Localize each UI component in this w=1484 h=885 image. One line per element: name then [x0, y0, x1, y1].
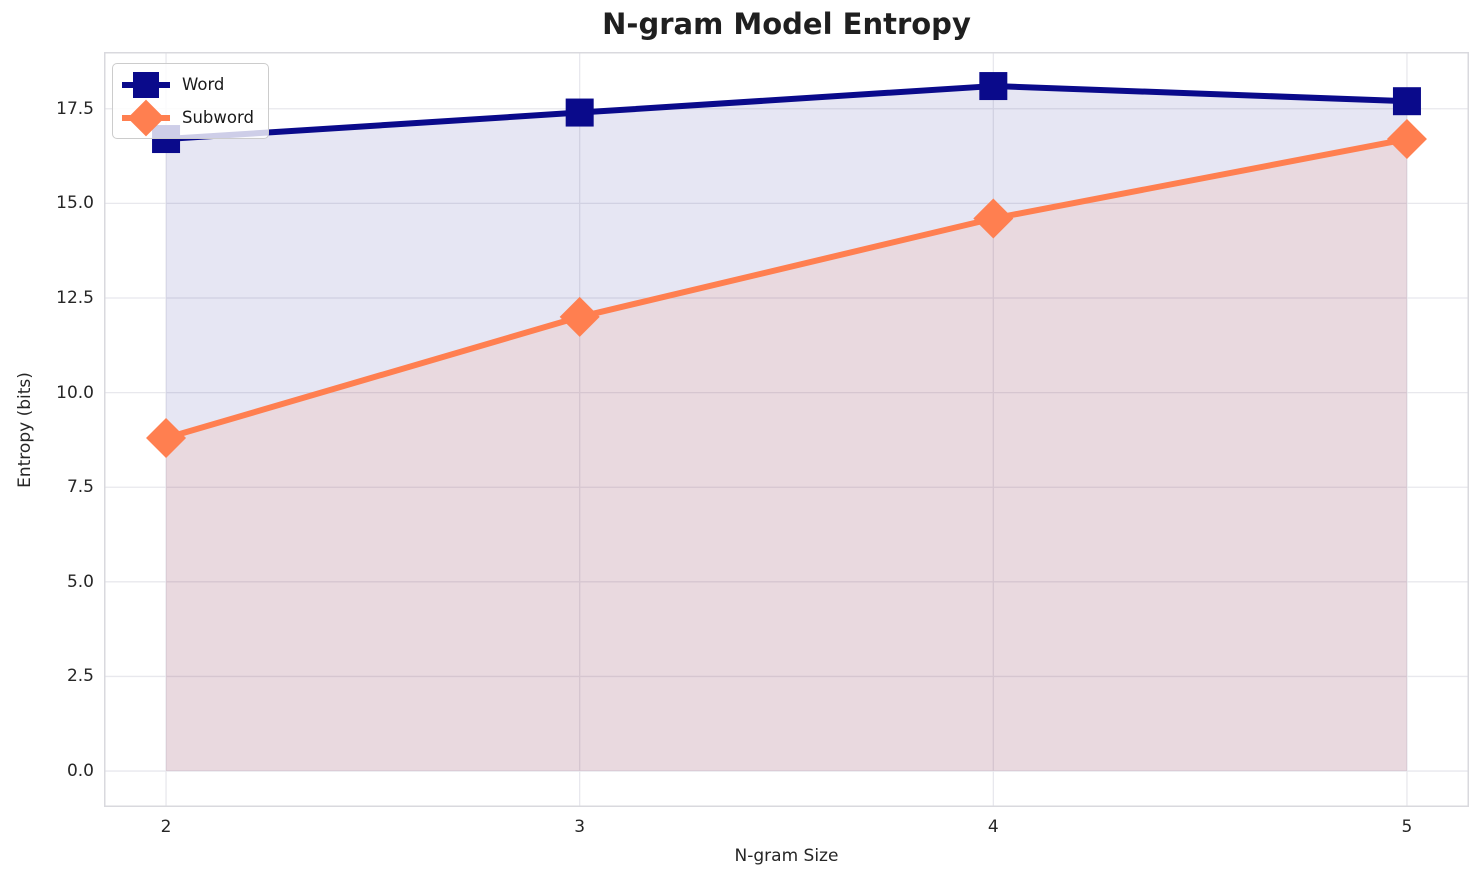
series-line-word — [163, 83, 1410, 143]
marker-subword — [973, 198, 1014, 239]
axes-spines — [104, 52, 1469, 807]
marker-word — [565, 98, 594, 127]
series-line-subword — [163, 136, 1410, 442]
plot-area: Word Subword — [104, 52, 1469, 807]
y-tick-label: 17.5 — [56, 98, 94, 119]
axes-spine — [104, 52, 1469, 807]
x-tick-label: 2 — [160, 817, 172, 837]
area-fills — [166, 86, 1407, 772]
legend: Word Subword — [112, 63, 269, 139]
x-tick-label: 3 — [574, 817, 586, 837]
x-tick-label: 4 — [987, 817, 999, 837]
legend-label: Word — [182, 75, 225, 94]
y-tick-label: 7.5 — [66, 477, 94, 498]
marker-word — [979, 72, 1008, 101]
x-tick-label: 5 — [1401, 817, 1413, 837]
gridlines — [104, 52, 1469, 807]
y-tick-label: 0.0 — [66, 761, 94, 782]
y-tick-label: 5.0 — [66, 571, 94, 592]
area-fill-word — [166, 86, 1407, 772]
x-axis-label: N-gram Size — [734, 846, 839, 866]
square-marker-icon — [122, 69, 170, 100]
marker-word — [1392, 87, 1421, 116]
series-lines — [163, 83, 1410, 442]
chart-title: N-gram Model Entropy — [602, 7, 971, 41]
marker-subword — [559, 296, 600, 337]
y-tick-label: 10.0 — [56, 382, 94, 403]
y-tick-label: 12.5 — [56, 287, 94, 308]
marker-subword — [146, 418, 187, 459]
legend-entry-subword: Subword — [122, 99, 254, 136]
legend-entry-word: Word — [122, 69, 254, 100]
area-fill-subword — [166, 139, 1407, 772]
series-markers — [146, 72, 1427, 459]
diamond-marker-icon — [122, 99, 170, 136]
y-tick-label: 15.0 — [56, 193, 94, 214]
y-tick-label: 2.5 — [66, 666, 94, 687]
legend-label: Subword — [182, 108, 254, 127]
plot-canvas — [104, 52, 1469, 807]
